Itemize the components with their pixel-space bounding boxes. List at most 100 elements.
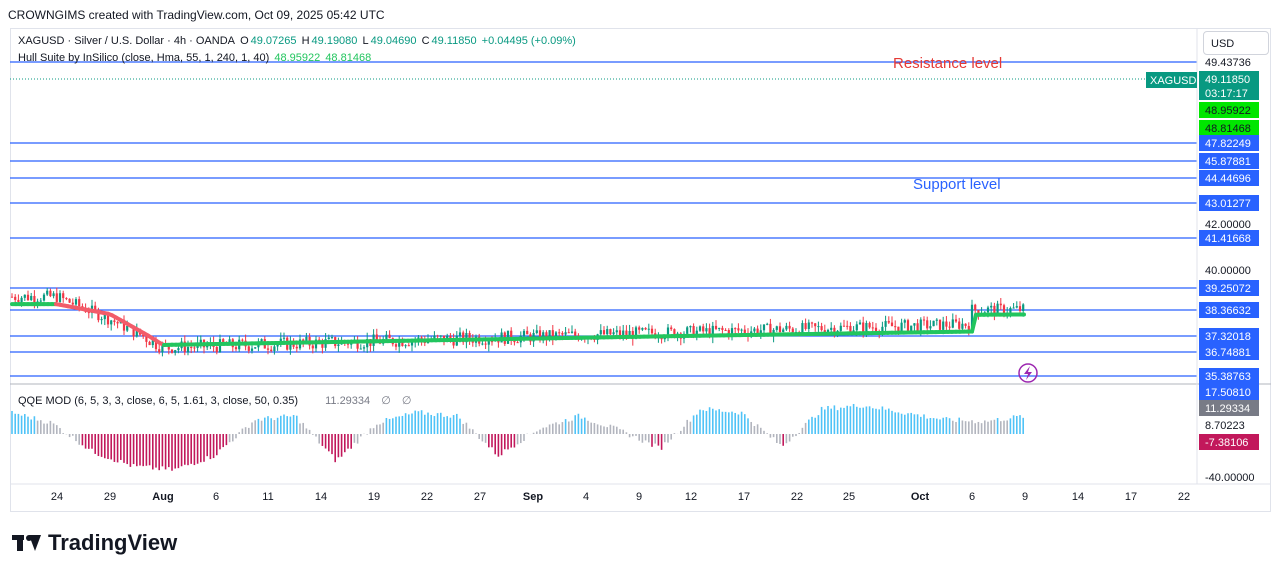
candle-body [554,332,558,339]
time-axis-label: 19 [368,491,380,503]
qqe-bar [808,419,810,434]
qqe-bar [990,420,992,434]
qqe-bar [590,422,592,434]
qqe-bar [648,434,650,443]
qqe-bar [244,427,247,434]
candle-body [548,330,551,340]
candle-body [641,327,644,330]
qqe-bar [968,421,970,434]
price-axis-label: 45.87881 [1205,156,1251,168]
qqe-bar [766,433,768,434]
candle-body [49,290,52,297]
qqe-bar [1012,415,1015,434]
candle-body [849,325,852,334]
qqe-bar [712,408,714,434]
candle-body [385,334,388,340]
qqe-bar [1006,420,1008,434]
candle-body [743,329,746,333]
qqe-bar [267,416,269,434]
qqe-bar [43,423,45,434]
qqe-bar [116,434,119,463]
time-axis-label: 14 [315,491,327,503]
candle-body [36,301,39,303]
price-axis-label: 39.25072 [1205,283,1251,295]
candle-body [535,330,538,333]
qqe-bar [510,434,512,448]
candle-body [327,337,330,340]
candle-body [513,340,516,343]
qqe-bar [372,428,375,434]
qqe-bar [776,434,778,443]
qqe-bar [302,422,304,434]
candle-body [356,339,359,349]
qqe-bar [584,417,586,434]
candle-body [58,293,62,302]
qqe-bar [558,424,560,434]
qqe-bar [392,418,394,434]
qqe-bar [52,423,55,434]
qqe-axis-label: -40.00000 [1205,472,1255,484]
qqe-bar [728,412,730,434]
candle-body [337,344,340,346]
candle-body [266,348,270,350]
candle-body [894,326,897,328]
currency-button[interactable]: USD [1203,31,1269,55]
qqe-bar [424,414,426,434]
qqe-bar [916,414,919,434]
candle-body [270,349,273,351]
qqe-bar [161,434,164,467]
qqe-bar [78,434,80,445]
qqe-bar [443,416,445,434]
candle-body [52,293,55,297]
candle-body [484,343,487,345]
qqe-bar [318,434,320,444]
candle-body [970,304,974,331]
time-axis-label: 9 [636,491,642,503]
qqe-bar [737,414,740,434]
candle-body [30,295,33,301]
qqe-bar [872,408,874,434]
qqe-bar [398,416,400,434]
candle-body [948,326,951,328]
qqe-bar [465,422,468,434]
qqe-bar [436,413,439,434]
qqe-bar [654,434,656,444]
qqe-bar [139,434,141,466]
qqe-bar [97,434,100,457]
qqe-bar [571,420,573,434]
qqe-bar [923,414,925,434]
candle-body [785,325,788,330]
price-tag-bg-14 [1199,344,1259,360]
candle-body [1015,306,1018,308]
qqe-bar [811,416,813,434]
qqe-bar [865,406,868,434]
candle-body [622,330,625,336]
candle-body [311,345,314,349]
qqe-bar [641,434,644,443]
candle-body [74,299,78,305]
qqe-bar [235,434,237,439]
qqe-bar [689,421,692,434]
candle-body [775,326,778,330]
qqe-bar [548,424,551,434]
candle-body [615,330,618,333]
qqe-bar [1019,415,1021,434]
candle-body [135,328,138,337]
candle-body [711,325,714,337]
qqe-bar [81,434,84,446]
candle-body [881,326,884,333]
qqe-bar [132,434,135,465]
candle-body [449,335,452,339]
qqe-bar [449,417,452,434]
candle-body [522,330,526,336]
qqe-bar [433,416,436,434]
qqe-bar [142,434,144,467]
qqe-bar [545,427,548,434]
time-axis-label: 6 [213,491,219,503]
qqe-bar [705,410,708,434]
candle-body [148,341,151,346]
candle-body [17,299,20,302]
candle-body [846,325,849,327]
qqe-bar [113,434,116,462]
